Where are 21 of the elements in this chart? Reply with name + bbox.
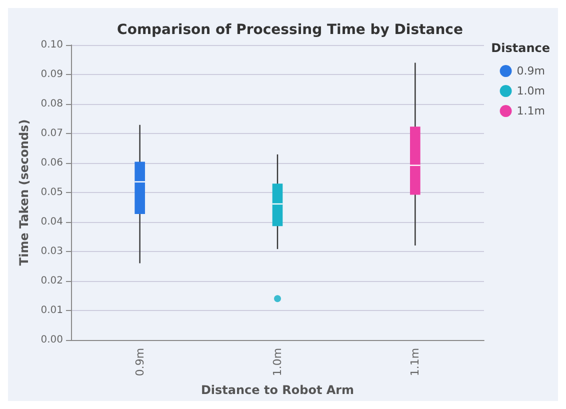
legend-label: 0.9m xyxy=(516,64,546,78)
y-tick-label: 0.02 xyxy=(40,275,63,286)
y-tick-label: 0.01 xyxy=(40,304,63,316)
x-tick-label: 1.1m xyxy=(408,348,422,376)
y-tick-label: 0.06 xyxy=(40,157,63,168)
x-tick-label: 0.9m xyxy=(133,348,146,376)
legend-label: 1.0m xyxy=(516,84,546,98)
y-tick-label: 0.09 xyxy=(40,68,63,80)
chart-title: Comparison of Processing Time by Distance xyxy=(117,22,463,38)
y-tick-label: 0.07 xyxy=(40,128,63,139)
legend-label: 1.1m xyxy=(516,104,546,118)
y-tick-label: 0.04 xyxy=(40,216,63,228)
legend-title: Distance xyxy=(491,41,550,55)
y-tick-label: 0.05 xyxy=(40,186,63,198)
y-tick-label: 0.03 xyxy=(40,246,63,257)
y-tick-label: 0.00 xyxy=(40,334,63,346)
y-axis-title: Time Taken (seconds) xyxy=(16,119,31,266)
y-tick-label: 0.08 xyxy=(40,98,63,110)
x-tick-label: 1.0m xyxy=(271,348,284,376)
y-tick-label: 0.10 xyxy=(40,40,63,50)
x-axis-title: Distance to Robot Arm xyxy=(200,383,354,397)
